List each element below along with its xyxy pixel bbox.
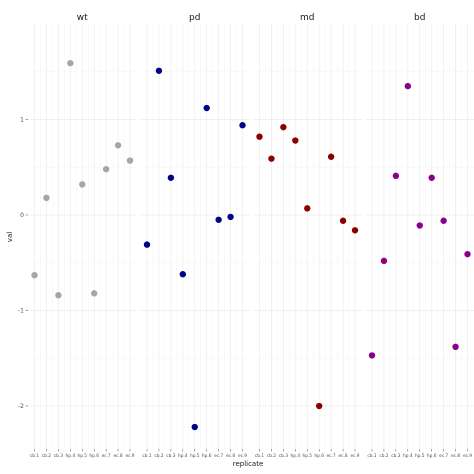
point-wt-hp.6 bbox=[90, 290, 98, 297]
y-tick-label: -1 bbox=[18, 308, 24, 315]
x-tick-label-bd-cb.3: cb.3 bbox=[391, 453, 400, 459]
point-bd-ec.8 bbox=[452, 343, 459, 351]
x-axis-title: replicate bbox=[233, 460, 264, 468]
point-md-hp.4 bbox=[292, 137, 299, 144]
point-bd-ec.9 bbox=[464, 250, 471, 258]
x-tick-label-wt-cb.3: cb.3 bbox=[54, 453, 63, 459]
facet-label-md: md bbox=[300, 13, 314, 23]
panel-bd: bd bbox=[365, 13, 474, 449]
point-wt-ec.8 bbox=[114, 142, 122, 149]
x-tick-label-bd-ec.8: ec.8 bbox=[451, 453, 460, 459]
x-tick-label-bd-hp.4: hp.4 bbox=[403, 453, 413, 459]
point-md-cb.1 bbox=[256, 133, 263, 140]
point-bd-hp.4 bbox=[404, 82, 412, 90]
x-tick-label-pd-cb.2: cb.2 bbox=[154, 453, 163, 459]
y-tick-label: 0 bbox=[20, 212, 24, 219]
point-md-ec.9 bbox=[351, 227, 359, 234]
x-tick-label-md-ec.7: ec.7 bbox=[327, 453, 336, 459]
panel-pd: pd bbox=[140, 13, 249, 449]
point-pd-ec.9 bbox=[239, 122, 246, 129]
y-tick-label: -2 bbox=[18, 403, 24, 410]
point-md-hp.6 bbox=[315, 402, 323, 410]
x-tick-label-pd-hp.5: hp.5 bbox=[190, 453, 200, 459]
x-tick-label-wt-hp.5: hp.5 bbox=[77, 453, 87, 459]
x-tick-label-wt-ec.9: ec.9 bbox=[125, 453, 134, 459]
point-bd-cb.2 bbox=[380, 257, 388, 265]
point-wt-cb.3 bbox=[55, 292, 62, 299]
facet-label-bd: bd bbox=[414, 13, 425, 23]
x-tick-label-md-cb.3: cb.3 bbox=[279, 453, 288, 459]
y-tick-label: 1 bbox=[20, 117, 24, 124]
x-tick-label-wt-cb.2: cb.2 bbox=[42, 453, 51, 459]
x-tick-label-pd-hp.6: hp.6 bbox=[202, 453, 212, 459]
x-tick-label-bd-cb.1: cb.1 bbox=[367, 453, 376, 459]
x-tick-label-md-cb.2: cb.2 bbox=[267, 453, 276, 459]
point-bd-ec.7 bbox=[440, 217, 447, 224]
point-pd-cb.1 bbox=[143, 241, 151, 248]
point-wt-cb.1 bbox=[31, 271, 38, 279]
point-pd-hp.5 bbox=[191, 423, 198, 431]
panel-wt: wt bbox=[28, 13, 137, 449]
x-tick-label-bd-hp.6: hp.6 bbox=[427, 453, 437, 459]
point-bd-hp.6 bbox=[428, 174, 435, 181]
x-tick-label-md-hp.4: hp.4 bbox=[291, 453, 301, 459]
panel-md: md bbox=[253, 13, 362, 449]
x-tick-label-md-hp.5: hp.5 bbox=[302, 453, 312, 459]
x-tick-label-pd-ec.8: ec.8 bbox=[226, 453, 235, 459]
facet-label-wt: wt bbox=[77, 13, 88, 23]
point-pd-cb.2 bbox=[155, 67, 163, 74]
point-md-hp.5 bbox=[304, 205, 311, 212]
x-tick-label-bd-cb.2: cb.2 bbox=[379, 453, 388, 459]
point-md-ec.7 bbox=[327, 153, 335, 160]
x-tick-label-md-ec.8: ec.8 bbox=[339, 453, 348, 459]
point-bd-cb.3 bbox=[392, 172, 400, 180]
y-axis-title: val bbox=[6, 232, 14, 242]
x-tick-label-pd-ec.7: ec.7 bbox=[214, 453, 223, 459]
point-wt-ec.9 bbox=[126, 157, 134, 164]
point-md-ec.8 bbox=[339, 217, 347, 224]
point-bd-cb.1 bbox=[368, 352, 376, 359]
x-tick-label-pd-hp.4: hp.4 bbox=[178, 453, 188, 459]
x-tick-label-pd-cb.3: cb.3 bbox=[166, 453, 175, 459]
x-tick-label-bd-hp.5: hp.5 bbox=[415, 453, 425, 459]
x-tick-label-bd-ec.9: ec.9 bbox=[463, 453, 472, 459]
point-md-cb.3 bbox=[280, 123, 287, 131]
x-tick-label-pd-ec.9: ec.9 bbox=[238, 453, 247, 459]
point-wt-hp.4 bbox=[67, 59, 74, 67]
point-bd-hp.5 bbox=[416, 222, 423, 229]
point-pd-cb.3 bbox=[167, 174, 175, 181]
x-tick-label-md-cb.1: cb.1 bbox=[255, 453, 264, 459]
x-tick-label-wt-hp.6: hp.6 bbox=[89, 453, 99, 459]
point-pd-ec.7 bbox=[215, 216, 222, 223]
point-pd-hp.6 bbox=[203, 104, 210, 112]
x-tick-label-md-hp.6: hp.6 bbox=[314, 453, 324, 459]
x-tick-label-wt-ec.8: ec.8 bbox=[114, 453, 123, 459]
point-wt-cb.2 bbox=[43, 194, 50, 202]
point-wt-hp.5 bbox=[79, 181, 86, 188]
x-tick-label-wt-cb.1: cb.1 bbox=[30, 453, 39, 459]
point-wt-ec.7 bbox=[102, 165, 110, 173]
point-pd-hp.4 bbox=[179, 271, 187, 278]
point-pd-ec.8 bbox=[227, 213, 234, 221]
point-md-cb.2 bbox=[268, 155, 275, 162]
x-tick-label-wt-hp.4: hp.4 bbox=[66, 453, 76, 459]
x-tick-label-bd-ec.7: ec.7 bbox=[439, 453, 448, 459]
x-tick-label-wt-ec.7: ec.7 bbox=[102, 453, 111, 459]
x-tick-label-pd-cb.1: cb.1 bbox=[142, 453, 151, 459]
x-tick-label-md-ec.9: ec.9 bbox=[350, 453, 359, 459]
facet-label-pd: pd bbox=[189, 13, 200, 23]
